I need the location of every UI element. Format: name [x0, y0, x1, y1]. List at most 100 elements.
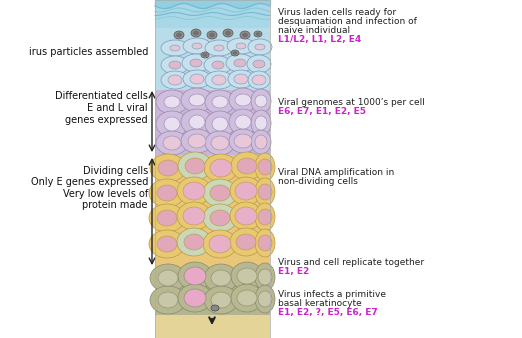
Ellipse shape — [177, 202, 211, 230]
Ellipse shape — [255, 116, 267, 130]
Ellipse shape — [190, 59, 202, 67]
Ellipse shape — [205, 40, 233, 56]
Bar — [155, 90, 270, 155]
Text: irus particles assembled: irus particles assembled — [29, 47, 148, 57]
Ellipse shape — [181, 129, 213, 153]
Ellipse shape — [235, 182, 257, 200]
Ellipse shape — [204, 286, 238, 314]
Ellipse shape — [255, 44, 265, 50]
Ellipse shape — [150, 264, 186, 292]
Ellipse shape — [248, 39, 272, 55]
Ellipse shape — [178, 262, 212, 290]
Ellipse shape — [255, 178, 275, 206]
Text: Virus laden cells ready for: Virus laden cells ready for — [278, 8, 396, 17]
Ellipse shape — [231, 152, 263, 180]
Ellipse shape — [236, 43, 246, 49]
Ellipse shape — [240, 31, 250, 39]
Ellipse shape — [183, 182, 205, 200]
Ellipse shape — [211, 136, 229, 150]
Ellipse shape — [150, 154, 186, 182]
Text: E1, E2: E1, E2 — [278, 267, 309, 276]
Ellipse shape — [237, 268, 257, 284]
Ellipse shape — [158, 160, 178, 176]
Ellipse shape — [227, 38, 255, 54]
Ellipse shape — [258, 209, 272, 225]
Ellipse shape — [251, 110, 271, 136]
Bar — [155, 0, 270, 28]
Ellipse shape — [231, 284, 263, 312]
Text: naive individual: naive individual — [278, 26, 353, 35]
Ellipse shape — [237, 290, 257, 306]
Ellipse shape — [183, 38, 211, 54]
Ellipse shape — [235, 115, 251, 129]
Ellipse shape — [149, 179, 185, 207]
Ellipse shape — [252, 75, 266, 85]
Ellipse shape — [177, 228, 211, 256]
Ellipse shape — [169, 61, 181, 69]
Ellipse shape — [174, 31, 184, 39]
Ellipse shape — [192, 43, 202, 49]
Ellipse shape — [190, 74, 204, 84]
Ellipse shape — [184, 289, 206, 307]
Ellipse shape — [248, 71, 270, 89]
Ellipse shape — [253, 60, 265, 68]
Text: E6, E7, E1, E2, E5: E6, E7, E1, E2, E5 — [278, 107, 366, 116]
Ellipse shape — [210, 159, 232, 177]
Ellipse shape — [205, 111, 235, 137]
Ellipse shape — [161, 56, 189, 74]
Ellipse shape — [237, 158, 257, 174]
Ellipse shape — [183, 70, 211, 88]
Ellipse shape — [229, 109, 257, 135]
Ellipse shape — [150, 286, 186, 314]
Text: Viral genomes at 1000’s per cell: Viral genomes at 1000’s per cell — [278, 98, 425, 107]
Ellipse shape — [209, 32, 215, 38]
Ellipse shape — [164, 117, 180, 131]
Ellipse shape — [185, 158, 205, 174]
Ellipse shape — [225, 31, 231, 35]
Ellipse shape — [193, 31, 199, 35]
Ellipse shape — [183, 207, 205, 225]
Ellipse shape — [204, 154, 238, 182]
Ellipse shape — [203, 204, 237, 232]
Ellipse shape — [230, 228, 262, 256]
Ellipse shape — [255, 95, 267, 107]
Ellipse shape — [235, 207, 257, 225]
Ellipse shape — [258, 269, 272, 285]
Ellipse shape — [157, 210, 177, 226]
Ellipse shape — [255, 203, 275, 231]
Ellipse shape — [204, 56, 232, 74]
Ellipse shape — [255, 135, 267, 149]
Ellipse shape — [168, 75, 182, 85]
Text: E1, E2, ?, E5, E6, E7: E1, E2, ?, E5, E6, E7 — [278, 308, 378, 317]
Ellipse shape — [233, 51, 238, 55]
Ellipse shape — [258, 291, 272, 307]
Ellipse shape — [156, 90, 188, 114]
Ellipse shape — [161, 40, 189, 56]
Ellipse shape — [247, 55, 271, 73]
Ellipse shape — [236, 234, 256, 250]
Text: L1/L2, L1, L2, E4: L1/L2, L1, L2, E4 — [278, 35, 361, 44]
Ellipse shape — [205, 90, 235, 114]
Ellipse shape — [212, 96, 228, 108]
Text: Viral DNA amplification in: Viral DNA amplification in — [278, 168, 394, 177]
Bar — [155, 315, 270, 338]
Ellipse shape — [181, 109, 213, 135]
Ellipse shape — [178, 152, 212, 180]
Ellipse shape — [258, 235, 272, 251]
Ellipse shape — [156, 131, 188, 155]
Ellipse shape — [210, 185, 230, 201]
Ellipse shape — [170, 45, 180, 51]
Ellipse shape — [211, 305, 219, 311]
Ellipse shape — [242, 32, 248, 38]
Ellipse shape — [149, 204, 185, 232]
Ellipse shape — [156, 111, 188, 137]
Ellipse shape — [158, 270, 178, 286]
Ellipse shape — [255, 285, 275, 313]
Ellipse shape — [255, 263, 275, 291]
Ellipse shape — [212, 117, 228, 131]
Ellipse shape — [211, 270, 231, 286]
Ellipse shape — [234, 134, 252, 148]
Text: Virus infects a primitive: Virus infects a primitive — [278, 290, 386, 299]
Ellipse shape — [158, 292, 178, 308]
Ellipse shape — [184, 234, 204, 250]
